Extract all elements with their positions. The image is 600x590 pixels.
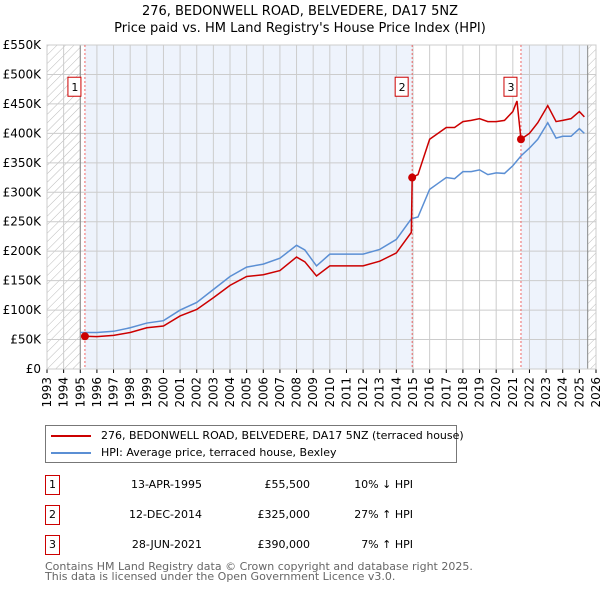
sale-point bbox=[516, 135, 525, 144]
x-tick-label: 2023 bbox=[539, 377, 553, 408]
sale-label: 2 bbox=[399, 81, 406, 94]
price-chart: £0 £50K £100K £150K £200K £250K £300K £350K £400… bbox=[3, 38, 600, 408]
x-tick-label: 2002 bbox=[190, 377, 204, 408]
sale-number-badge: 3 bbox=[45, 535, 60, 555]
x-tick-label: 2009 bbox=[306, 377, 320, 408]
ownership-period-3 bbox=[520, 45, 588, 369]
x-tick-label: 1998 bbox=[123, 377, 137, 408]
y-tick-label: £450K bbox=[3, 97, 43, 111]
x-tick-label: 1994 bbox=[57, 377, 71, 408]
sale-hpi-diff: 10% ↓ HPI bbox=[354, 478, 413, 491]
x-tick-label: 2000 bbox=[156, 377, 170, 408]
legend-swatch-blue bbox=[51, 452, 91, 454]
sale-point bbox=[408, 173, 417, 182]
x-tick-label: 2008 bbox=[290, 377, 304, 408]
y-tick-label: £550K bbox=[3, 38, 43, 52]
sale-row: 1 13-APR-1995 £55,500 10% ↓ HPI bbox=[45, 475, 465, 495]
legend: 276, BEDONWELL ROAD, BELVEDERE, DA17 5NZ… bbox=[45, 425, 464, 463]
ownership-period-1 bbox=[84, 45, 413, 369]
x-tick-label: 1997 bbox=[107, 377, 121, 408]
x-tick-label: 2020 bbox=[489, 377, 503, 408]
x-tick-label: 2003 bbox=[206, 377, 220, 408]
sale-number-badge: 1 bbox=[45, 475, 60, 495]
sale-label: 3 bbox=[507, 81, 514, 94]
x-tick-label: 2007 bbox=[273, 377, 287, 408]
y-tick-label: £400K bbox=[3, 126, 43, 140]
sale-label: 1 bbox=[71, 81, 78, 94]
x-tick-label: 2021 bbox=[506, 377, 520, 408]
sale-price: £325,000 bbox=[257, 508, 311, 521]
sale-date: 13-APR-1995 bbox=[130, 478, 202, 491]
x-tick-label: 1995 bbox=[73, 377, 87, 408]
x-tick-label: 2025 bbox=[572, 377, 586, 408]
x-tick-label: 2017 bbox=[439, 377, 453, 408]
y-tick-label: £250K bbox=[3, 215, 43, 229]
x-tick-label: 2010 bbox=[323, 377, 337, 408]
legend-label: HPI: Average price, terraced house, Bexl… bbox=[101, 446, 337, 459]
chart-title: 276, BEDONWELL ROAD, BELVEDERE, DA17 5NZ bbox=[141, 4, 459, 19]
sale-label-box bbox=[67, 76, 82, 97]
x-tick-label: 2024 bbox=[556, 377, 570, 408]
x-tick-label: 2011 bbox=[339, 377, 353, 408]
sale-number-badge: 2 bbox=[45, 505, 60, 525]
no-data-region bbox=[587, 45, 596, 369]
sale-hpi-diff: 27% ↑ HPI bbox=[354, 508, 413, 521]
sale-row: 3 28-JUN-2021 £390,000 7% ↑ HPI bbox=[45, 535, 465, 555]
x-tick-label: 2018 bbox=[456, 377, 470, 408]
x-tick-label: 2015 bbox=[406, 377, 420, 408]
y-tick-label: £150K bbox=[3, 274, 43, 288]
footer-licence: This data is licensed under the Open Gov… bbox=[45, 570, 396, 583]
legend-swatch-red bbox=[51, 435, 91, 437]
y-tick-label: £200K bbox=[3, 244, 43, 258]
sale-point bbox=[80, 332, 89, 341]
x-tick-label: 1993 bbox=[40, 377, 54, 408]
sale-date: 12-DEC-2014 bbox=[128, 508, 202, 521]
x-tick-label: 2013 bbox=[373, 377, 387, 408]
y-tick-label: £0 bbox=[26, 362, 41, 376]
x-tick-label: 2004 bbox=[223, 377, 237, 408]
chart-subtitle: Price paid vs. HM Land Registry's House … bbox=[114, 21, 486, 36]
x-tick-label: 2006 bbox=[256, 377, 270, 408]
plot-border bbox=[46, 44, 597, 370]
y-tick-label: £500K bbox=[3, 67, 43, 81]
y-tick-label: £50K bbox=[10, 333, 42, 347]
x-tick-label: 2012 bbox=[356, 377, 370, 408]
y-tick-label: £100K bbox=[3, 303, 43, 317]
sale-price: £55,500 bbox=[264, 478, 311, 491]
x-tick-label: 2001 bbox=[173, 377, 187, 408]
sale-hpi-diff: 7% ↑ HPI bbox=[361, 538, 413, 551]
y-tick-label: £350K bbox=[3, 156, 43, 170]
x-tick-label: 2005 bbox=[240, 377, 254, 408]
x-tick-label: 2014 bbox=[389, 377, 403, 408]
sale-price: £390,000 bbox=[257, 538, 311, 551]
sale-label-box bbox=[503, 76, 518, 97]
x-tick-label: 1999 bbox=[140, 377, 154, 408]
sale-row: 2 12-DEC-2014 £325,000 27% ↑ HPI bbox=[45, 505, 465, 525]
x-tick-label: 2026 bbox=[589, 377, 600, 408]
y-tick-label: £300K bbox=[3, 185, 43, 199]
footer-copyright: Contains HM Land Registry data © Crown c… bbox=[45, 560, 473, 573]
legend-label: 276, BEDONWELL ROAD, BELVEDERE, DA17 5NZ… bbox=[101, 429, 464, 442]
x-tick-label: 1996 bbox=[90, 377, 104, 408]
x-tick-label: 2022 bbox=[522, 377, 536, 408]
sale-date: 28-JUN-2021 bbox=[131, 538, 202, 551]
x-tick-label: 2019 bbox=[473, 377, 487, 408]
x-tick-label: 2016 bbox=[423, 377, 437, 408]
sale-label-box bbox=[394, 76, 409, 97]
